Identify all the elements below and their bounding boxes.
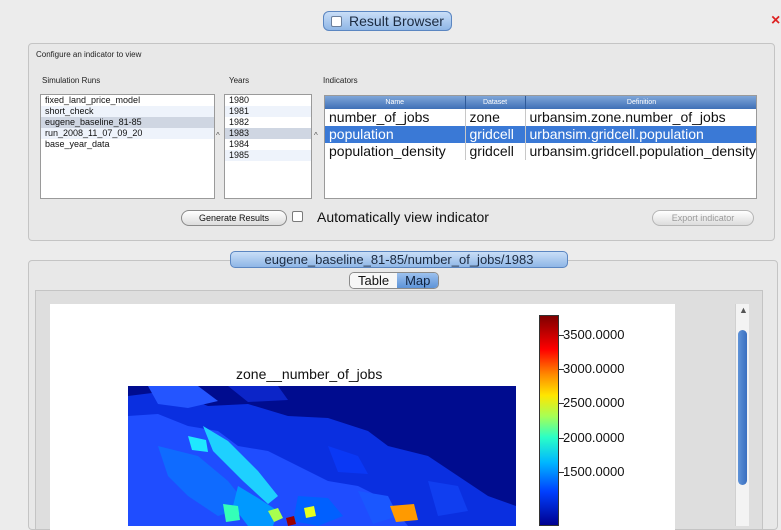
map-zone-region bbox=[233, 486, 278, 526]
indicators-label: Indicators bbox=[323, 76, 358, 85]
window-title-bar[interactable]: Result Browser bbox=[323, 11, 452, 31]
map-scrollbar-thumb[interactable] bbox=[738, 330, 747, 485]
scroll-up-icon[interactable]: ▲ bbox=[739, 305, 748, 315]
simulation-run-item[interactable]: base_year_data bbox=[45, 139, 110, 149]
indicator-dataset-cell: zone bbox=[465, 109, 526, 126]
indicator-row[interactable]: population_density gridcell urbansim.gridc… bbox=[325, 143, 756, 160]
simulation-run-item[interactable]: short_check bbox=[41, 106, 214, 117]
year-item[interactable]: 1983 bbox=[225, 128, 311, 139]
auto-view-label: Automatically view indicator bbox=[317, 209, 489, 225]
colorbar-tick bbox=[559, 471, 564, 473]
colorbar-tick-label: 3500.0000 bbox=[563, 327, 625, 343]
indicators-table[interactable]: Name Dataset Definition number_of_jobs zone… bbox=[324, 95, 757, 199]
result-title: eugene_baseline_81-85/number_of_jobs/198… bbox=[230, 251, 568, 268]
simulation-run-item[interactable]: fixed_land_price_model bbox=[45, 95, 141, 105]
indicator-row[interactable]: number_of_jobs zone urbansim.zone.number_o… bbox=[325, 109, 756, 126]
colorbar-tick bbox=[559, 403, 564, 405]
result-tabs: Table Map bbox=[349, 272, 440, 289]
tab-table[interactable]: Table bbox=[350, 273, 398, 288]
indicator-name-cell: population_density bbox=[325, 143, 466, 160]
map-zone-region bbox=[304, 506, 316, 518]
map-zone-region bbox=[293, 496, 343, 526]
indicator-name-cell: population bbox=[325, 126, 466, 143]
indicator-row[interactable]: population gridcell urbansim.gridcell.popu… bbox=[325, 126, 756, 143]
config-section-label: Configure an indicator to view bbox=[36, 50, 142, 59]
tab-map[interactable]: Map bbox=[397, 273, 439, 288]
indicator-name-cell: number_of_jobs bbox=[325, 109, 466, 126]
colorbar-tick-label: 2000.0000 bbox=[563, 429, 625, 445]
window-checkbox[interactable] bbox=[331, 15, 343, 27]
colorbar-tick-label: 2500.0000 bbox=[563, 395, 625, 411]
choropleth-map bbox=[128, 386, 516, 526]
year-item[interactable]: 1982 bbox=[229, 117, 250, 127]
indicator-definition-cell: urbansim.gridcell.population bbox=[525, 126, 756, 143]
map-zone-region bbox=[268, 508, 283, 522]
map-zone-region bbox=[188, 436, 208, 452]
years-list[interactable]: 1980 1981 1982 1983 1984 1985 bbox=[224, 94, 312, 199]
column-header-dataset[interactable]: Dataset bbox=[465, 96, 526, 109]
map-zone-region bbox=[223, 504, 240, 522]
map-zone-region bbox=[286, 516, 296, 526]
map-zone-region bbox=[358, 491, 398, 524]
map-zone-region bbox=[428, 481, 468, 516]
auto-view-checkbox[interactable] bbox=[292, 211, 303, 222]
year-item[interactable]: 1985 bbox=[225, 150, 311, 161]
plot-title: zone__number_of_jobs bbox=[236, 366, 383, 382]
map-zone-region bbox=[328, 446, 368, 474]
indicator-dataset-cell: gridcell bbox=[465, 126, 526, 143]
colorbar-tick bbox=[559, 335, 564, 337]
simulation-run-item[interactable]: eugene_baseline_81-85 bbox=[41, 117, 214, 128]
years-label: Years bbox=[229, 76, 250, 85]
indicator-definition-cell: urbansim.gridcell.population_density bbox=[525, 143, 756, 160]
map-zone-region bbox=[228, 386, 288, 402]
colorbar bbox=[539, 315, 559, 526]
map-zone-region bbox=[158, 446, 248, 516]
map-zone-region bbox=[148, 386, 218, 408]
colorbar-tick bbox=[559, 437, 564, 439]
column-header-name[interactable]: Name bbox=[325, 96, 466, 109]
window-title: Result Browser bbox=[349, 13, 444, 29]
year-item[interactable]: 1980 bbox=[229, 95, 250, 105]
simulation-runs-label: Simulation Runs bbox=[42, 76, 101, 85]
simulation-runs-list[interactable]: fixed_land_price_model short_check eugene_… bbox=[40, 94, 215, 199]
indicator-dataset-cell: gridcell bbox=[465, 143, 526, 160]
simulation-run-item[interactable]: run_2008_11_07_09_20 bbox=[41, 128, 214, 139]
map-zone-region bbox=[390, 504, 418, 522]
year-item[interactable]: 1984 bbox=[229, 139, 250, 149]
column-header-definition[interactable]: Definition bbox=[525, 96, 756, 109]
export-indicator-button[interactable]: Export indicator bbox=[652, 210, 754, 226]
indicator-definition-cell: urbansim.zone.number_of_jobs bbox=[525, 109, 756, 126]
colorbar-tick-label: 3000.0000 bbox=[563, 361, 625, 377]
close-icon[interactable]: × bbox=[771, 12, 781, 29]
generate-results-button[interactable]: Generate Results bbox=[181, 210, 287, 226]
year-item[interactable]: 1981 bbox=[225, 106, 311, 117]
runs-resize-caret: ^ bbox=[216, 131, 220, 140]
colorbar-tick bbox=[559, 369, 564, 371]
map-zone-region bbox=[203, 426, 278, 504]
years-resize-caret: ^ bbox=[314, 131, 318, 140]
colorbar-tick-label: 1500.0000 bbox=[563, 463, 625, 479]
